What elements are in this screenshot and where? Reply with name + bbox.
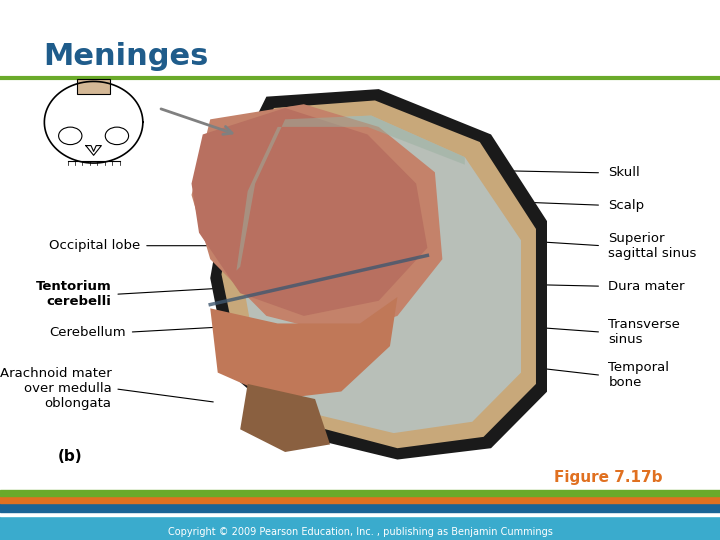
Bar — [0, 512, 720, 516]
Polygon shape — [222, 100, 536, 448]
Text: Transverse
sinus: Transverse sinus — [608, 318, 680, 346]
Text: Cerebellum: Cerebellum — [50, 326, 126, 339]
Bar — [0, 490, 720, 496]
Circle shape — [58, 127, 82, 145]
Text: Copyright © 2009 Pearson Education, Inc. , publishing as Benjamin Cummings: Copyright © 2009 Pearson Education, Inc.… — [168, 527, 552, 537]
Bar — [0, 516, 720, 540]
Polygon shape — [210, 89, 547, 460]
Circle shape — [105, 127, 129, 145]
Polygon shape — [210, 297, 397, 399]
Text: Figure 7.17b: Figure 7.17b — [554, 470, 662, 485]
Bar — [0, 496, 720, 503]
Text: Scalp: Scalp — [608, 199, 644, 212]
Text: Temporal
bone: Temporal bone — [608, 361, 670, 389]
Polygon shape — [192, 104, 442, 335]
Text: Occipital lobe: Occipital lobe — [49, 239, 140, 252]
Polygon shape — [240, 384, 330, 452]
FancyBboxPatch shape — [77, 78, 110, 94]
Text: Skull: Skull — [608, 166, 640, 179]
Text: Meninges: Meninges — [43, 42, 209, 71]
Polygon shape — [240, 116, 521, 433]
Text: Dura mater: Dura mater — [608, 280, 685, 293]
Polygon shape — [236, 116, 465, 271]
Text: Superior
sagittal sinus: Superior sagittal sinus — [608, 232, 697, 260]
Bar — [0, 503, 720, 512]
Polygon shape — [192, 108, 428, 316]
Text: Arachnoid mater
over medulla
oblongata: Arachnoid mater over medulla oblongata — [0, 367, 112, 410]
Text: (b): (b) — [58, 449, 82, 464]
Text: Tentorium
cerebelli: Tentorium cerebelli — [36, 280, 112, 308]
